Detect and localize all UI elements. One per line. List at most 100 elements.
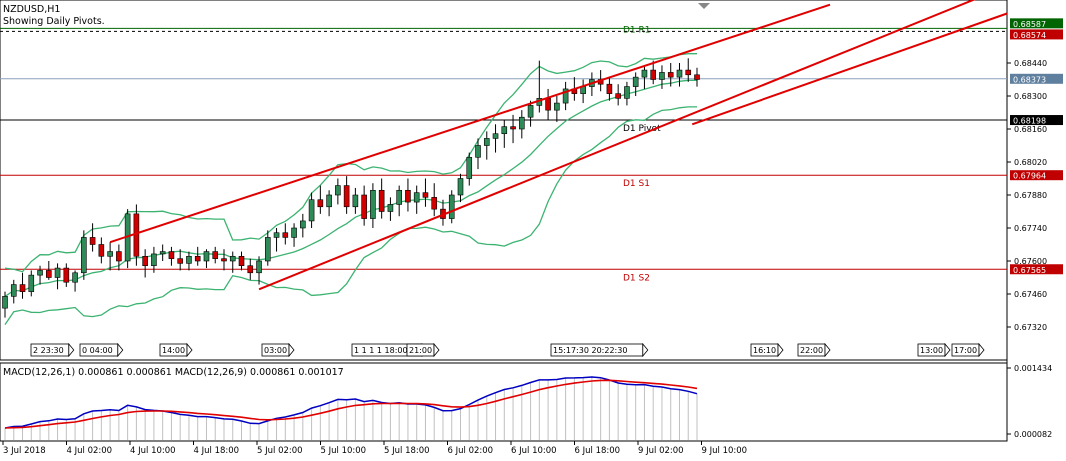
candle-body bbox=[361, 194, 367, 219]
candle-body bbox=[527, 105, 534, 118]
candle-body bbox=[624, 86, 630, 99]
price-label: 0.68574 bbox=[1013, 31, 1046, 40]
candle-body bbox=[431, 197, 438, 210]
candle-body bbox=[37, 270, 43, 276]
bollinger-middle bbox=[4, 79, 697, 297]
y-tick-label: 0.68440 bbox=[1014, 59, 1047, 68]
candle-body bbox=[694, 74, 700, 80]
time-label-arrow bbox=[642, 342, 649, 358]
y-tick-label: 0.67320 bbox=[1014, 323, 1047, 332]
candle-body bbox=[264, 237, 271, 262]
price-label: 0.68198 bbox=[1013, 117, 1046, 126]
candle-body bbox=[676, 69, 683, 78]
macd-tick-bottom: 0.000082 bbox=[1014, 430, 1052, 439]
time-label: 16:10 bbox=[753, 346, 776, 355]
candle-body bbox=[203, 251, 210, 262]
candle-body bbox=[72, 272, 78, 283]
candle-body bbox=[317, 199, 324, 208]
y-tick-label: 0.67460 bbox=[1014, 290, 1047, 299]
candle-body bbox=[326, 194, 332, 208]
candle-body bbox=[19, 284, 26, 292]
candle-body bbox=[387, 204, 394, 212]
candle-body bbox=[343, 185, 350, 208]
candle-body bbox=[282, 232, 289, 238]
candle-body bbox=[168, 251, 175, 259]
candle-body bbox=[273, 232, 280, 238]
time-label-arrow bbox=[68, 342, 75, 358]
date-label: 6 Jul 10:00 bbox=[511, 446, 557, 456]
candle-body bbox=[378, 189, 385, 212]
macd-plot-frame bbox=[0, 362, 1008, 442]
price-label-box bbox=[1010, 170, 1063, 181]
candle-body bbox=[28, 274, 35, 292]
price-label-box bbox=[1010, 18, 1063, 29]
date-label: 4 Jul 10:00 bbox=[130, 446, 176, 456]
macd-tick-top: 0.001434 bbox=[1014, 364, 1052, 373]
candle-body bbox=[483, 138, 490, 146]
candle-body bbox=[554, 102, 560, 111]
candle-body bbox=[10, 284, 17, 297]
bollinger-upper bbox=[4, 53, 697, 273]
candle-body bbox=[45, 270, 52, 278]
candle-body bbox=[151, 253, 157, 267]
macd-title: MACD(12,26,1) 0.000861 0.000861 MACD(12,… bbox=[3, 367, 344, 378]
price-label: 0.67565 bbox=[1013, 266, 1046, 275]
candle-body bbox=[256, 260, 262, 274]
channel-outer[interactable] bbox=[691, 12, 1008, 126]
candle-body bbox=[448, 194, 455, 219]
pivot-label-3: D1 S2 bbox=[623, 273, 650, 283]
candle-body bbox=[177, 258, 183, 264]
date-label: 9 Jul 02:00 bbox=[638, 446, 684, 456]
pivot-note: Showing Daily Pivots. bbox=[3, 16, 105, 27]
pivot-label-0: D1 R1 bbox=[623, 25, 651, 35]
time-label: 17:00 bbox=[954, 346, 977, 355]
time-label: 0 04:00 bbox=[82, 346, 113, 355]
candle-body bbox=[54, 267, 61, 278]
candle-body bbox=[300, 220, 306, 229]
date-label: 5 Jul 18:00 bbox=[384, 446, 430, 456]
pivot-label-2: D1 S1 bbox=[623, 179, 650, 189]
candle-body bbox=[221, 258, 227, 262]
price-label-box bbox=[1010, 115, 1063, 126]
candle-body bbox=[335, 185, 341, 196]
candle-body bbox=[545, 98, 551, 111]
time-label: 13:00 bbox=[920, 346, 943, 355]
candle-body bbox=[194, 255, 201, 262]
candle-body bbox=[405, 189, 411, 203]
time-label: 21:00 bbox=[409, 346, 432, 355]
candle-body bbox=[247, 265, 254, 274]
channel-upper[interactable] bbox=[109, 3, 831, 244]
candle-body bbox=[659, 72, 665, 80]
macd-line bbox=[4, 376, 698, 429]
time-label-arrow bbox=[186, 342, 193, 358]
candle-body bbox=[81, 237, 87, 274]
candle-body bbox=[116, 251, 122, 262]
candle-body bbox=[308, 199, 315, 222]
date-label: 9 Jul 10:00 bbox=[702, 446, 748, 456]
time-label: 2 23:30 bbox=[33, 346, 64, 355]
date-label: 6 Jul 02:00 bbox=[448, 446, 494, 456]
time-label: 03:00 bbox=[264, 346, 287, 355]
candle-body bbox=[370, 189, 376, 219]
candle-body bbox=[229, 255, 236, 262]
date-label: 4 Jul 18:00 bbox=[194, 446, 240, 456]
y-tick-label: 0.67740 bbox=[1014, 224, 1047, 233]
candle-body bbox=[510, 126, 516, 130]
date-label: 6 Jul 18:00 bbox=[575, 446, 621, 456]
time-label: 15:17:30 20:22:30 bbox=[553, 346, 627, 355]
candle-body bbox=[2, 296, 8, 309]
channel-lower[interactable] bbox=[258, 0, 1007, 291]
scroll-marker-icon[interactable] bbox=[698, 3, 710, 9]
candle-body bbox=[98, 244, 105, 257]
candle-body bbox=[606, 83, 613, 94]
candle-body bbox=[667, 72, 674, 78]
price-label: 0.67964 bbox=[1013, 172, 1046, 181]
candle-body bbox=[291, 227, 297, 238]
candle-body bbox=[501, 126, 508, 135]
date-label: 3 Jul 2018 bbox=[3, 446, 46, 456]
candle-body bbox=[466, 156, 473, 179]
time-label: 1 1 1 1 18:00 bbox=[354, 346, 408, 355]
price-label-box bbox=[1010, 73, 1063, 84]
price-label: 0.68587 bbox=[1013, 20, 1046, 29]
